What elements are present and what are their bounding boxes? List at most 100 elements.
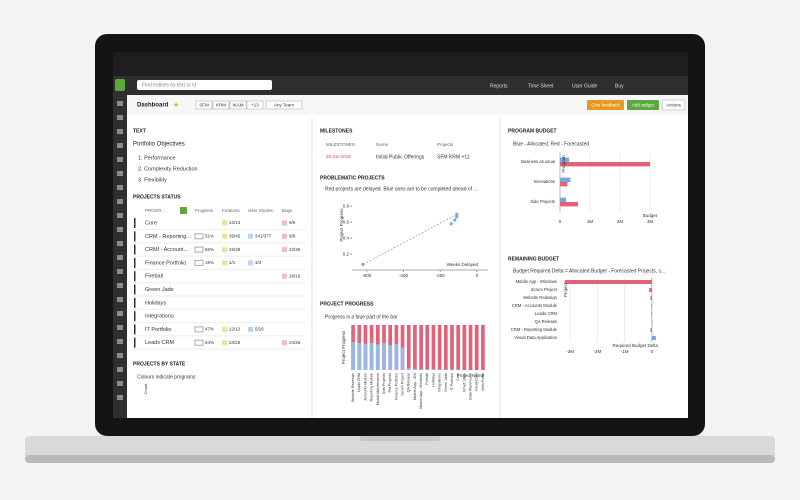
sidebar-icon[interactable]: [117, 255, 123, 260]
y-tick-label: Website Redesign: [523, 295, 558, 300]
status-cell: 18%: [205, 260, 214, 265]
y-tick-label: Mobile App - Windows: [516, 279, 557, 284]
sidebar-icon[interactable]: [117, 269, 123, 274]
bar: [351, 342, 355, 370]
tag[interactable]: SFM: [199, 103, 209, 108]
widget-header: PROBLEMATIC PROJECTS: [320, 175, 385, 181]
row-marker: [134, 257, 136, 268]
project-name[interactable]: Fireball: [145, 274, 163, 280]
project-name[interactable]: IT Portfolio: [145, 327, 172, 333]
sidebar-icon[interactable]: [117, 129, 123, 134]
toolbar-button-label[interactable]: Give feedback: [591, 103, 621, 108]
toolbar: [127, 95, 688, 115]
sidebar-icon[interactable]: [117, 283, 123, 288]
widget-header: PROJECT PROGRESS: [320, 301, 374, 307]
x-tick-label: Pet Projects: [388, 373, 392, 393]
status-cell: 9/9: [289, 220, 296, 225]
bar: [375, 344, 380, 370]
menu-item[interactable]: Time Sheet: [528, 83, 554, 89]
favorite-star[interactable]: ★: [173, 101, 179, 109]
y-tick-label: CRM - Reporting Module: [511, 327, 558, 332]
row-marker: [134, 284, 136, 295]
menu-item[interactable]: User Guide: [572, 83, 598, 89]
count-chip: [248, 260, 253, 266]
tag-chip[interactable]: [195, 100, 213, 110]
bar: [413, 368, 417, 370]
column-header: Bugs: [282, 208, 293, 213]
sidebar-icon[interactable]: [117, 115, 123, 120]
y-tick-label: Scrum Project: [531, 287, 558, 292]
project-name[interactable]: CRMI - Account...: [145, 247, 189, 253]
bar: [651, 304, 652, 308]
progress-chip: [194, 233, 204, 240]
x-tick-label: -2M: [594, 349, 602, 354]
y-tick-label: 0.4: [343, 235, 350, 240]
bar: [560, 157, 569, 162]
bar-track: [431, 325, 436, 370]
sidebar-icon[interactable]: [117, 297, 123, 302]
sidebar-icon[interactable]: [117, 367, 123, 372]
sidebar-icon[interactable]: [117, 227, 123, 232]
sidebar-icon[interactable]: [117, 143, 123, 148]
tag[interactable]: +13: [251, 103, 259, 108]
milestone-cell[interactable]: Initial Public Offerings: [376, 154, 425, 160]
y-tick-label: Business as usual: [521, 159, 555, 164]
team-filter[interactable]: [265, 100, 303, 110]
search-placeholder[interactable]: Find entities by text or id: [142, 82, 196, 88]
sidebar-icon[interactable]: [117, 325, 123, 330]
toolbar-button-label[interactable]: Actions: [666, 103, 682, 108]
project-name[interactable]: Finance Portfolio: [145, 260, 186, 266]
sidebar-icon[interactable]: [117, 241, 123, 246]
sidebar-icon[interactable]: [117, 311, 123, 316]
tag-chip[interactable]: [229, 100, 247, 110]
count-chip: [282, 220, 287, 226]
add-button[interactable]: [180, 207, 187, 214]
sidebar-icon[interactable]: [117, 185, 123, 190]
x-tick-label: Website Redesign: [351, 373, 355, 402]
toolbar-button-label[interactable]: Add widget: [632, 103, 655, 108]
team-filter-label[interactable]: Any Team: [274, 103, 294, 108]
project-name[interactable]: Holidays: [145, 300, 166, 306]
sidebar-icon[interactable]: [117, 395, 123, 400]
page-title: Dashboard: [137, 103, 169, 109]
tag[interactable]: KRM: [216, 103, 226, 108]
sidebar-icon[interactable]: [117, 199, 123, 204]
x-tick-label: Fireball: [425, 373, 429, 385]
bar: [560, 177, 571, 182]
chart-title: Blue - Allocated, Red - Forecasted: [513, 141, 589, 147]
count-chip: [222, 220, 227, 226]
sidebar-icon[interactable]: [117, 101, 123, 106]
status-cell: 13/13: [229, 220, 241, 225]
menu-item[interactable]: Reports: [490, 83, 508, 89]
status-cell: 24/26: [289, 340, 301, 345]
project-name[interactable]: Green Jade: [145, 287, 174, 293]
bar-track: [443, 325, 448, 370]
menu-item[interactable]: Buy: [615, 83, 624, 89]
tag-chip[interactable]: [212, 100, 230, 110]
bar-track: [419, 325, 423, 370]
status-cell: 56%: [205, 247, 214, 252]
tag-chip[interactable]: [246, 100, 264, 110]
toolbar-button[interactable]: [587, 100, 624, 110]
project-name[interactable]: Core: [145, 220, 157, 226]
status-cell: 9/9: [289, 233, 296, 238]
toolbar-button[interactable]: [627, 100, 659, 110]
toolbar-button[interactable]: [661, 99, 686, 111]
sidebar-icon[interactable]: [117, 339, 123, 344]
sidebar-icon[interactable]: [117, 157, 123, 162]
sidebar-icon[interactable]: [117, 213, 123, 218]
y-tick-label: 0.8: [343, 204, 350, 209]
search-box[interactable]: [137, 80, 272, 90]
project-name[interactable]: Integrations: [145, 314, 174, 320]
add-button[interactable]: [115, 79, 125, 91]
x-tick-label: 0: [559, 219, 562, 224]
y-tick-label: QA Release: [535, 319, 558, 324]
status-cell: 39/45: [229, 233, 241, 238]
sidebar-icon[interactable]: [117, 381, 123, 386]
tag[interactable]: IKAM: [232, 103, 243, 108]
sidebar-icon[interactable]: [117, 353, 123, 358]
project-name[interactable]: Leads CRM: [145, 340, 174, 346]
sidebar-icon[interactable]: [117, 171, 123, 176]
project-name[interactable]: CRM - Reporting...: [145, 234, 191, 240]
x-tick-label: Web Portal: [481, 373, 485, 391]
